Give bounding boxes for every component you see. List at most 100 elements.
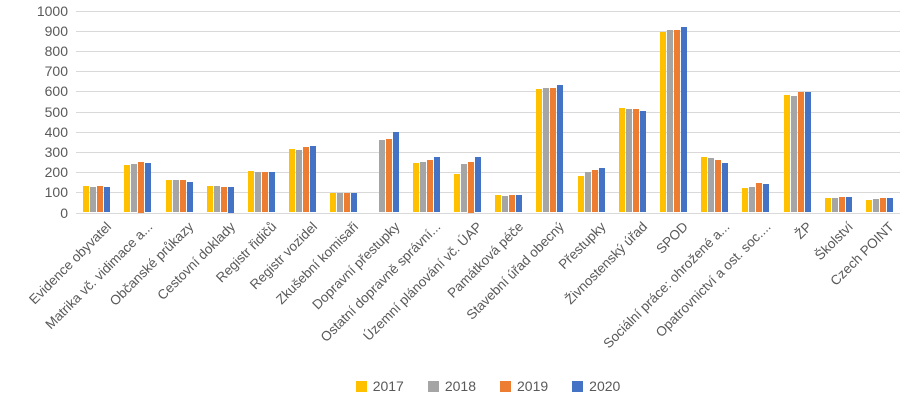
gridline — [76, 30, 900, 32]
bar-2017 — [495, 195, 502, 213]
bar-2017 — [659, 32, 666, 213]
bar-2018 — [90, 186, 97, 213]
bar-2019 — [261, 172, 268, 213]
gridline — [76, 131, 900, 133]
bar-2018 — [254, 172, 261, 213]
y-tick-label: 200 — [44, 164, 68, 181]
bar-2018 — [460, 164, 467, 213]
gridline — [76, 172, 900, 174]
bar-2019 — [97, 186, 104, 213]
bar-2019 — [715, 159, 722, 213]
bar-2017 — [206, 185, 213, 213]
bar-2017 — [165, 180, 172, 213]
bar-2017 — [742, 188, 749, 213]
bar-2019 — [756, 183, 763, 213]
bar-2017 — [865, 199, 872, 213]
bar-2020 — [268, 171, 275, 213]
bar-2018 — [831, 198, 838, 213]
bar-2019 — [179, 180, 186, 213]
bar-2019 — [509, 194, 516, 213]
y-tick-label: 1000 — [36, 2, 68, 19]
bar-2017 — [618, 108, 625, 213]
bar-2020 — [227, 187, 234, 213]
y-tick-label: 0 — [60, 204, 68, 221]
bar-2018 — [296, 149, 303, 213]
legend-label: 2018 — [444, 378, 476, 394]
bar-2020 — [433, 157, 440, 213]
bar-2017 — [701, 157, 708, 213]
gridline — [76, 151, 900, 153]
bar-2017 — [289, 148, 296, 213]
gridline — [76, 10, 900, 12]
bar-2020 — [886, 198, 893, 213]
bar-2018 — [213, 186, 220, 213]
bar-2019 — [797, 91, 804, 213]
legend-item-2017: 2017 — [355, 378, 404, 394]
bar-2020 — [722, 163, 729, 213]
y-tick-label: 800 — [44, 42, 68, 59]
bar-2018 — [584, 172, 591, 213]
bar-2017 — [453, 174, 460, 213]
bar-2020 — [516, 195, 523, 213]
bar-2019 — [550, 87, 557, 213]
legend-label: 2017 — [372, 378, 404, 394]
bar-2018 — [419, 161, 426, 213]
gridline — [76, 111, 900, 113]
bar-2020 — [557, 85, 564, 213]
bar-2018 — [625, 109, 632, 213]
bar-2018 — [131, 164, 138, 213]
y-tick-label: 100 — [44, 184, 68, 201]
bar-2019 — [673, 29, 680, 213]
bar-2017 — [330, 192, 337, 213]
bar-2019 — [220, 186, 227, 213]
bar-2018 — [790, 96, 797, 213]
bar-2020 — [845, 197, 852, 213]
bar-2020 — [310, 145, 317, 213]
bar-2018 — [749, 186, 756, 213]
gridline — [76, 212, 900, 214]
gridline — [76, 91, 900, 93]
bar-2017 — [783, 95, 790, 213]
bar-2017 — [412, 163, 419, 213]
bar-2017 — [536, 88, 543, 213]
bar-2017 — [577, 176, 584, 213]
legend-label: 2019 — [517, 378, 549, 394]
bar-2019 — [591, 170, 598, 213]
bar-2017 — [824, 198, 831, 213]
y-tick-label: 400 — [44, 123, 68, 140]
legend-swatch-icon — [355, 380, 367, 392]
legend-swatch-icon — [500, 380, 511, 392]
bar-2020 — [351, 192, 358, 213]
gridline — [76, 192, 900, 194]
gridline — [76, 50, 900, 52]
legend-item-2020: 2020 — [572, 378, 620, 394]
bar-2020 — [145, 163, 152, 213]
bar-2018 — [872, 198, 879, 213]
legend-label: 2020 — [589, 378, 621, 394]
bar-2019 — [467, 162, 474, 213]
bar-2017 — [124, 165, 131, 213]
bar-2020 — [104, 187, 111, 213]
bar-2017 — [83, 186, 90, 213]
bar-2020 — [474, 157, 481, 213]
bar-2019 — [303, 147, 310, 213]
legend: 2017 2018 2019 2020 — [76, 378, 900, 394]
bar-2018 — [172, 180, 179, 213]
legend-swatch-icon — [572, 380, 584, 392]
x-axis-label: ŽP — [791, 219, 815, 242]
y-tick-label: 600 — [44, 83, 68, 100]
bar-2018 — [666, 29, 673, 213]
gridline — [76, 71, 900, 73]
bar-2020 — [639, 111, 646, 213]
bar-2019 — [385, 138, 392, 213]
bar-2018 — [502, 195, 509, 213]
bar-2019 — [138, 162, 145, 213]
bar-2018 — [337, 193, 344, 213]
bar-2018 — [543, 87, 550, 213]
bar-2020 — [186, 181, 193, 213]
bar-2019 — [838, 196, 845, 213]
bar-2019 — [426, 159, 433, 213]
bar-2019 — [632, 108, 639, 213]
bar-2018 — [378, 139, 385, 213]
